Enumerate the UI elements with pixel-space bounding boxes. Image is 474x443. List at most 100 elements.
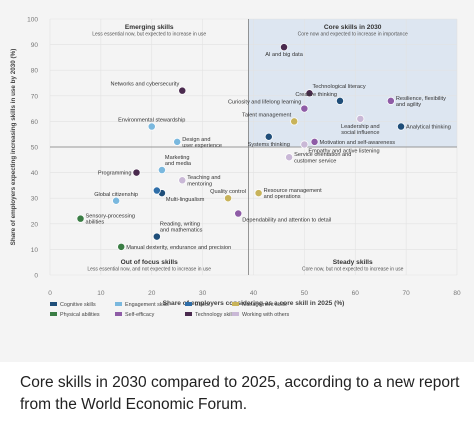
point-label: Motivation and self-awareness	[320, 140, 396, 146]
quadrant-title: Core skills in 2030	[324, 24, 382, 31]
x-tick-label: 30	[199, 290, 207, 297]
quadrant-subtitle: Less essential now, and not expected to …	[87, 267, 211, 273]
x-tick-label: 0	[48, 290, 52, 297]
quadrant-title: Steady skills	[333, 259, 373, 266]
point-label: Marketing and media	[165, 155, 192, 167]
quadrant-subtitle: Core now and expected to increase in imp…	[298, 32, 408, 38]
y-tick-label: 60	[31, 119, 39, 126]
data-point	[224, 194, 233, 203]
data-point	[76, 214, 85, 223]
data-point	[290, 117, 299, 126]
legend-label: Engagement skills	[125, 302, 169, 308]
legend-swatch	[115, 312, 122, 316]
y-tick-label: 0	[34, 273, 38, 280]
point-label: Talent management	[242, 112, 292, 118]
caption: Core skills in 2030 compared to 2025, ac…	[20, 374, 460, 413]
legend-swatch	[185, 302, 192, 306]
legend-swatch	[50, 302, 57, 306]
legend-swatch	[232, 312, 239, 316]
point-label: Sensory-processing abilities	[86, 214, 135, 226]
chart-card: 0 10 20 30 40 50 60 70 80 0 10 20 30 40 50 60 70 80 90 100 S…	[0, 0, 474, 362]
data-point	[397, 122, 405, 131]
legend-label: Physical abilities	[60, 312, 100, 318]
data-point	[300, 140, 309, 149]
point-label: Creative thinking	[295, 92, 337, 98]
quadrant-title: Out of focus skills	[121, 259, 178, 266]
data-point	[178, 176, 187, 185]
data-point	[157, 166, 166, 174]
legend-label: Technology skills	[195, 312, 236, 318]
point-label: AI and big data	[265, 52, 304, 58]
data-point	[300, 104, 309, 113]
data-point	[117, 242, 126, 251]
point-label: Systems thinking	[248, 142, 290, 148]
y-tick-label: 100	[27, 17, 38, 24]
quadrant-title: Emerging skills	[125, 24, 174, 31]
point-label: Environmental stewardship	[118, 118, 185, 124]
data-point	[356, 114, 365, 123]
point-label: Quality control	[210, 189, 246, 195]
skills-scatter-chart: 0 10 20 30 40 50 60 70 80 0 10 20 30 40 50 60 70 80 90 100 S…	[10, 17, 461, 319]
y-tick-label: 80	[31, 68, 39, 75]
x-tick-label: 60	[352, 290, 360, 297]
point-label: Reading, writing and mathematics	[160, 221, 203, 233]
point-label: Technological literacy	[312, 84, 365, 90]
data-point	[254, 189, 263, 198]
data-point	[386, 96, 395, 105]
data-point	[112, 196, 121, 205]
x-tick-label: 70	[403, 290, 411, 297]
point-label: Service orientation and customer service	[294, 152, 351, 164]
legend-swatch	[185, 312, 192, 316]
point-label: Dependability and attention to detail	[242, 218, 331, 224]
data-point	[178, 86, 187, 95]
legend-label: Management skills	[242, 302, 287, 308]
legend-label: Self-efficacy	[125, 312, 155, 318]
y-tick-label: 50	[31, 145, 39, 152]
core-quadrant-highlight	[248, 19, 457, 147]
x-tick-label: 80	[453, 290, 461, 297]
point-label: Leadership and social influence	[341, 124, 380, 136]
y-tick-label: 30	[31, 196, 39, 203]
point-label: Global citizenship	[94, 192, 138, 198]
data-point	[285, 153, 294, 162]
point-label: Teaching and mentoring	[187, 175, 220, 187]
point-label: Design and user experience	[182, 137, 222, 149]
data-point	[280, 43, 288, 52]
legend-label: Cognitive skills	[60, 302, 96, 308]
data-point	[264, 132, 273, 141]
data-point	[152, 186, 161, 195]
data-point	[234, 209, 243, 218]
point-label: Manual dexterity, endurance and precisio…	[126, 245, 231, 251]
point-label: Analytical thinking	[406, 125, 451, 131]
point-label: Resource management and operations	[264, 188, 323, 200]
legend-label: Working with others	[242, 312, 290, 318]
point-label: Multi-lingualism	[166, 197, 205, 203]
y-tick-label: 40	[31, 170, 39, 177]
y-axis-title: Share of employers expecting increasing …	[10, 49, 17, 246]
point-label: Networks and cybersecurity	[111, 82, 180, 88]
data-point	[147, 122, 156, 131]
y-tick-label: 10	[31, 247, 39, 254]
data-point	[305, 89, 314, 98]
y-tick-label: 20	[31, 221, 39, 228]
x-tick-label: 10	[97, 290, 105, 297]
legend-swatch	[232, 302, 239, 306]
y-tick-label: 90	[31, 42, 39, 49]
data-point	[152, 232, 161, 241]
legend-swatch	[115, 302, 122, 306]
point-label: Curiosity and lifelong learning	[228, 100, 301, 106]
legend-label: Ethics	[195, 302, 210, 308]
x-tick-label: 20	[148, 290, 156, 297]
point-label: Programming	[98, 171, 132, 177]
point-label: Empathy and active listening	[308, 148, 379, 154]
x-axis-title: Share of employers considering as a core…	[163, 300, 345, 307]
x-tick-label: 40	[250, 290, 258, 297]
quadrant-subtitle: Core now, but not expected to increase i…	[302, 267, 404, 273]
legend-swatch	[50, 312, 57, 316]
x-tick-label: 50	[301, 290, 309, 297]
quadrant-subtitle: Less essential now, but expected to incr…	[92, 32, 206, 38]
data-point	[310, 137, 319, 146]
point-label: Resilience, flexibility and agility	[396, 96, 446, 108]
data-point	[336, 96, 344, 105]
data-point	[132, 168, 141, 177]
